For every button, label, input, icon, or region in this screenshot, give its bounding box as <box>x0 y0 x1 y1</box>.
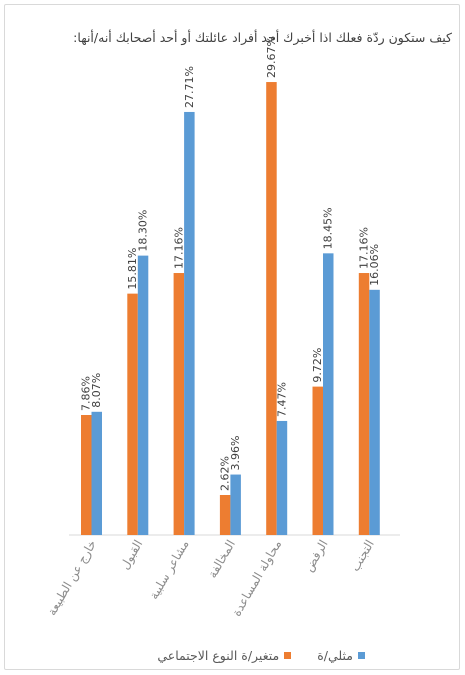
value-label: 15.81% <box>126 248 139 290</box>
legend-item-series-2: مثلي/ة <box>317 648 365 663</box>
category-label: القبول <box>117 538 146 573</box>
value-label: 27.71% <box>183 66 196 108</box>
legend-label: مثلي/ة <box>317 648 353 663</box>
chart-frame <box>4 4 460 670</box>
value-label: 16.06% <box>368 244 381 286</box>
value-label: 18.45% <box>322 207 335 249</box>
value-label: 8.07% <box>90 373 103 408</box>
legend-swatch-orange <box>284 652 292 659</box>
bar-orange-4 <box>266 82 277 536</box>
bar-blue-1 <box>137 255 149 535</box>
category-label: خارج عن الطبيعة <box>45 538 100 619</box>
bar-blue-3 <box>230 474 241 535</box>
category-labels-group: خارج عن الطبيعة القبول مشاعر سلبية المخالفة… <box>45 538 377 620</box>
category-label: محاولة المساعدة <box>229 538 285 620</box>
bar-blue-0 <box>91 411 102 535</box>
value-label: 17.16% <box>358 227 371 269</box>
value-label: 18.30% <box>137 210 150 252</box>
legend-item-series-1: متغير/ة النوع الاجتماعي <box>157 648 292 663</box>
legend-label: متغير/ة النوع الاجتماعي <box>157 648 280 663</box>
bar-orange-3 <box>219 495 231 535</box>
value-label: 2.62% <box>219 456 232 491</box>
category-label: المخالفة <box>205 538 238 581</box>
value-label: 3.96% <box>229 436 242 471</box>
bars-group <box>81 82 380 536</box>
bar-orange-0 <box>81 415 92 535</box>
value-label: 29.67% <box>265 36 278 78</box>
bar-blue-5 <box>323 253 334 535</box>
value-label: 7.86% <box>80 376 93 411</box>
bar-orange-5 <box>312 386 323 535</box>
legend-swatch-blue <box>358 652 365 659</box>
bar-orange-2 <box>173 273 185 535</box>
category-label: التجنب <box>348 538 377 574</box>
category-label: مشاعر سلبية <box>147 538 193 603</box>
bar-orange-1 <box>127 293 138 535</box>
value-labels-group: 7.86%8.07% 15.81%18.30% 17.16% 27.71% 2.62%3… <box>80 36 381 491</box>
category-label: الرفض <box>301 538 331 575</box>
legend: مثلي/ة متغير/ة النوع الاجتماعي <box>157 648 365 663</box>
value-label: 7.47% <box>275 382 288 417</box>
bar-blue-2 <box>184 111 195 535</box>
value-label: 9.72% <box>311 348 324 383</box>
bar-blue-6 <box>369 289 380 535</box>
bar-orange-6 <box>358 273 370 535</box>
chart-title: كيف ستكون ردّة فعلك اذا أخبرك أحد أفراد … <box>73 30 452 45</box>
value-label: 17.16% <box>172 227 185 269</box>
bar-blue-4 <box>276 420 288 535</box>
